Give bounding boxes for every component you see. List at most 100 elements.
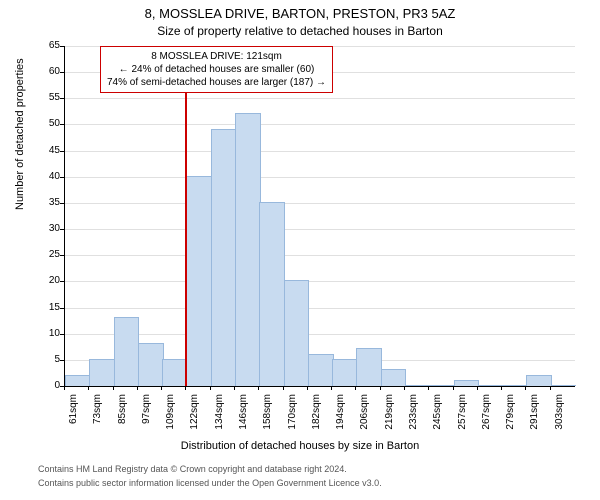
gridline — [65, 124, 575, 125]
histogram-bar — [405, 385, 431, 386]
xtick-mark — [404, 386, 405, 390]
histogram-bar — [502, 385, 528, 386]
xtick-label: 182sqm — [311, 394, 322, 434]
xtick-mark — [380, 386, 381, 390]
histogram-bar — [454, 380, 480, 386]
xtick-mark — [453, 386, 454, 390]
histogram-bar — [381, 369, 407, 386]
xtick-label: 122sqm — [189, 394, 200, 434]
xtick-mark — [501, 386, 502, 390]
xtick-mark — [477, 386, 478, 390]
histogram-bar — [138, 343, 164, 386]
ytick-mark — [60, 334, 64, 335]
histogram-bar — [259, 202, 285, 386]
y-axis-label: Number of detached properties — [14, 58, 26, 210]
annotation-box: 8 MOSSLEA DRIVE: 121sqm← 24% of detached… — [100, 46, 333, 93]
ytick-mark — [60, 124, 64, 125]
ytick-label: 30 — [30, 223, 60, 234]
ytick-mark — [60, 203, 64, 204]
ytick-label: 40 — [30, 171, 60, 182]
ytick-mark — [60, 177, 64, 178]
footer-license: Contains public sector information licen… — [38, 478, 382, 488]
footer-copyright: Contains HM Land Registry data © Crown c… — [38, 464, 347, 474]
ytick-label: 5 — [30, 354, 60, 365]
gridline — [65, 203, 575, 204]
reference-line — [185, 46, 187, 386]
xtick-label: 233sqm — [408, 394, 419, 434]
xtick-label: 158sqm — [262, 394, 273, 434]
plot-area — [64, 46, 575, 387]
xtick-label: 245sqm — [432, 394, 443, 434]
histogram-bar — [526, 375, 552, 386]
ytick-label: 25 — [30, 249, 60, 260]
gridline — [65, 281, 575, 282]
annotation-line: 74% of semi-detached houses are larger (… — [107, 76, 326, 89]
ytick-mark — [60, 72, 64, 73]
chart-subtitle: Size of property relative to detached ho… — [0, 24, 600, 38]
ytick-mark — [60, 151, 64, 152]
xtick-mark — [88, 386, 89, 390]
annotation-line: ← 24% of detached houses are smaller (60… — [107, 63, 326, 76]
histogram-bar — [114, 317, 140, 386]
xtick-mark — [307, 386, 308, 390]
histogram-bar — [308, 354, 334, 386]
xtick-mark — [64, 386, 65, 390]
gridline — [65, 151, 575, 152]
ytick-label: 50 — [30, 118, 60, 129]
histogram-bar — [429, 385, 455, 386]
xtick-label: 97sqm — [141, 394, 152, 434]
xtick-label: 85sqm — [117, 394, 128, 434]
xtick-mark — [355, 386, 356, 390]
histogram-bar — [186, 176, 212, 386]
xtick-mark — [428, 386, 429, 390]
ytick-mark — [60, 46, 64, 47]
xtick-label: 219sqm — [384, 394, 395, 434]
histogram-bar — [162, 359, 188, 386]
ytick-mark — [60, 255, 64, 256]
gridline — [65, 98, 575, 99]
xtick-label: 206sqm — [359, 394, 370, 434]
xtick-mark — [137, 386, 138, 390]
gridline — [65, 177, 575, 178]
histogram-bar — [211, 129, 237, 386]
xtick-mark — [550, 386, 551, 390]
xtick-mark — [331, 386, 332, 390]
ytick-mark — [60, 229, 64, 230]
xtick-label: 61sqm — [68, 394, 79, 434]
gridline — [65, 255, 575, 256]
xtick-label: 73sqm — [92, 394, 103, 434]
ytick-label: 60 — [30, 66, 60, 77]
histogram-bar — [284, 280, 310, 386]
histogram-bar — [356, 348, 382, 386]
xtick-mark — [210, 386, 211, 390]
xtick-mark — [113, 386, 114, 390]
ytick-label: 10 — [30, 328, 60, 339]
ytick-label: 15 — [30, 302, 60, 313]
gridline — [65, 308, 575, 309]
xtick-mark — [258, 386, 259, 390]
xtick-label: 194sqm — [335, 394, 346, 434]
xtick-label: 170sqm — [287, 394, 298, 434]
histogram-bar — [478, 385, 504, 386]
ytick-label: 55 — [30, 92, 60, 103]
xtick-mark — [234, 386, 235, 390]
ytick-label: 0 — [30, 380, 60, 391]
xtick-label: 303sqm — [554, 394, 565, 434]
ytick-mark — [60, 281, 64, 282]
gridline — [65, 229, 575, 230]
ytick-mark — [60, 308, 64, 309]
ytick-mark — [60, 98, 64, 99]
xtick-label: 109sqm — [165, 394, 176, 434]
chart-title: 8, MOSSLEA DRIVE, BARTON, PRESTON, PR3 5… — [0, 6, 600, 21]
ytick-label: 20 — [30, 275, 60, 286]
xtick-label: 291sqm — [529, 394, 540, 434]
xtick-label: 134sqm — [214, 394, 225, 434]
ytick-mark — [60, 360, 64, 361]
x-axis-label: Distribution of detached houses by size … — [0, 440, 600, 452]
gridline — [65, 334, 575, 335]
xtick-mark — [525, 386, 526, 390]
xtick-mark — [185, 386, 186, 390]
histogram-chart: 8, MOSSLEA DRIVE, BARTON, PRESTON, PR3 5… — [0, 0, 600, 500]
ytick-label: 35 — [30, 197, 60, 208]
histogram-bar — [89, 359, 115, 386]
